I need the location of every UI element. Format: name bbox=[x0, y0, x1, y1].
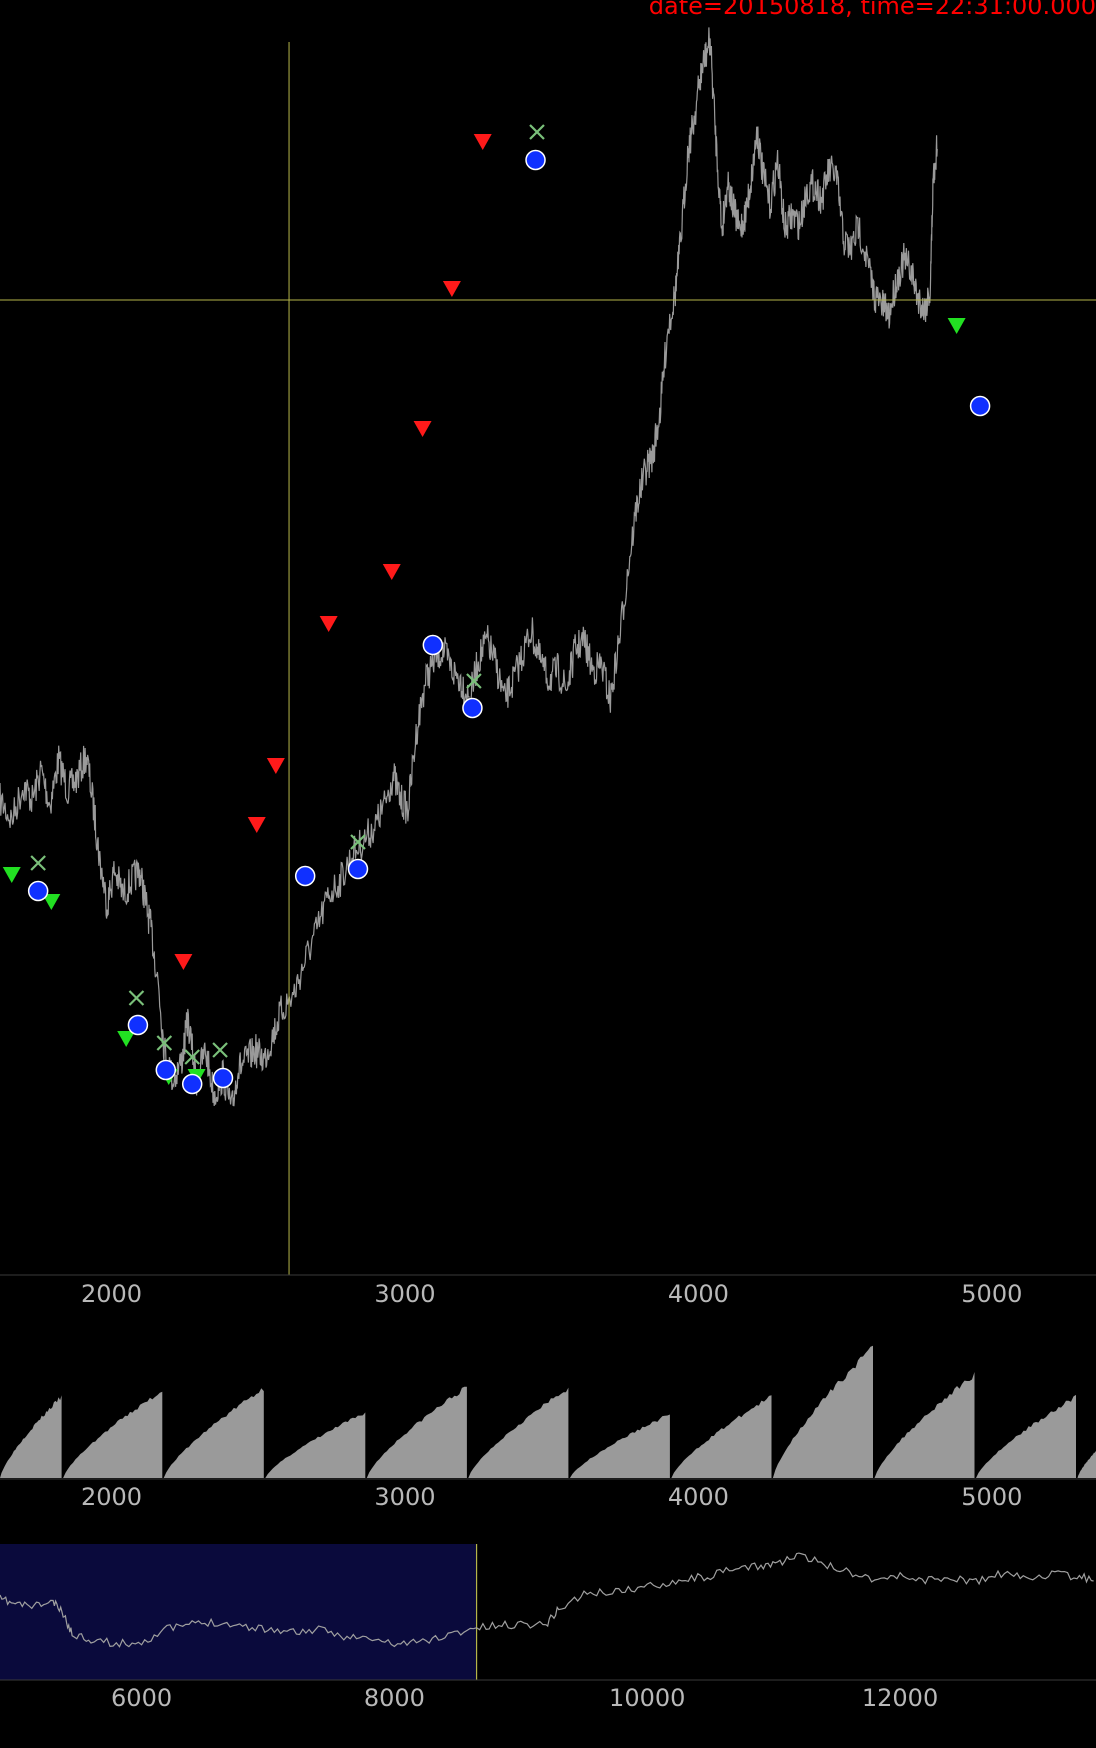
volume-area-segment bbox=[0, 1395, 62, 1478]
fill-marker bbox=[212, 1067, 234, 1089]
volume-area-segment bbox=[976, 1394, 1076, 1478]
exit-marker bbox=[529, 124, 545, 140]
sell-signal-marker bbox=[319, 616, 338, 632]
sell-signal-marker bbox=[382, 564, 401, 580]
fill-marker bbox=[181, 1073, 203, 1095]
sell-signal-marker bbox=[266, 758, 285, 774]
price-x-axis: 2000 3000 4000 5000 bbox=[81, 1280, 1022, 1308]
sell-signal-marker bbox=[247, 817, 266, 833]
exit-marker bbox=[128, 990, 145, 1006]
price-panel[interactable] bbox=[0, 27, 1096, 1275]
exit-marker bbox=[156, 1035, 173, 1051]
volume-x-tick-label: 4000 bbox=[668, 1483, 729, 1511]
volume-area-segment bbox=[569, 1414, 670, 1478]
buy-signal-marker bbox=[117, 1031, 136, 1047]
sell-signal-marker bbox=[442, 281, 461, 297]
volume-x-axis: 2000 3000 4000 5000 bbox=[81, 1483, 1022, 1511]
volume-area-segment bbox=[366, 1386, 467, 1478]
overview-x-tick-label: 8000 bbox=[364, 1684, 425, 1712]
volume-x-tick-label: 5000 bbox=[961, 1483, 1022, 1511]
buy-signal-marker bbox=[2, 867, 21, 883]
price-x-tick-label: 3000 bbox=[374, 1280, 435, 1308]
volume-panel[interactable] bbox=[0, 1345, 1096, 1478]
fill-marker bbox=[27, 880, 49, 902]
volume-area-segment bbox=[671, 1395, 772, 1478]
buy-signal-marker bbox=[42, 894, 61, 910]
sell-signal-marker bbox=[473, 134, 492, 150]
fill-marker bbox=[347, 858, 369, 880]
overview-visible-range bbox=[0, 1544, 477, 1680]
overview-series-line bbox=[0, 1552, 1094, 1648]
fill-marker bbox=[127, 1014, 149, 1036]
status-readout: date=20150818, time=22:31:00.000 bbox=[649, 0, 1096, 20]
fill-marker bbox=[462, 697, 483, 719]
fill-marker bbox=[525, 149, 546, 171]
overview-x-axis: 6000 8000 10000 12000 bbox=[111, 1684, 938, 1712]
volume-area-segment bbox=[1077, 1451, 1096, 1478]
exit-marker bbox=[30, 855, 46, 871]
price-x-tick-label: 2000 bbox=[81, 1280, 142, 1308]
volume-area-segment bbox=[468, 1387, 569, 1478]
price-series-line bbox=[0, 27, 938, 1107]
fill-marker bbox=[294, 865, 316, 887]
overview-x-tick-label: 6000 bbox=[111, 1684, 172, 1712]
fill-marker bbox=[155, 1059, 177, 1081]
price-x-tick-label: 4000 bbox=[668, 1280, 729, 1308]
volume-x-tick-label: 2000 bbox=[81, 1483, 142, 1511]
buy-signal-marker bbox=[947, 318, 966, 334]
exit-marker bbox=[212, 1042, 228, 1058]
exit-marker bbox=[184, 1049, 200, 1065]
sell-signal-marker bbox=[413, 421, 432, 437]
volume-area-segment bbox=[163, 1388, 264, 1478]
volume-area-segment bbox=[63, 1391, 163, 1478]
fill-marker bbox=[422, 634, 444, 656]
price-x-tick-label: 5000 bbox=[961, 1280, 1022, 1308]
overview-navigator[interactable] bbox=[0, 1544, 1094, 1680]
volume-x-tick-label: 3000 bbox=[374, 1483, 435, 1511]
overview-x-tick-label: 12000 bbox=[862, 1684, 938, 1712]
exit-marker bbox=[466, 673, 482, 689]
exit-marker bbox=[350, 834, 366, 850]
sell-signal-marker bbox=[174, 954, 193, 970]
fill-marker bbox=[969, 395, 991, 417]
volume-area-segment bbox=[772, 1345, 873, 1478]
volume-area-segment bbox=[265, 1412, 366, 1478]
volume-area-segment bbox=[874, 1372, 975, 1478]
overview-x-tick-label: 10000 bbox=[609, 1684, 685, 1712]
